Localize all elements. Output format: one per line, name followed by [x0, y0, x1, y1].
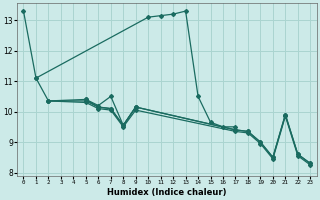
X-axis label: Humidex (Indice chaleur): Humidex (Indice chaleur) [107, 188, 227, 197]
